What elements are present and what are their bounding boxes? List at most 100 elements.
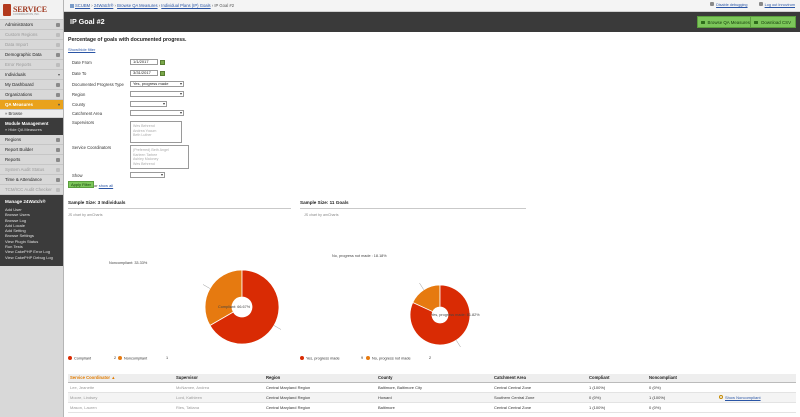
- list-option[interactable]: Wes Behrend: [133, 124, 155, 128]
- hide-qa-measures-link[interactable]: » Hide QA Measures: [5, 127, 42, 132]
- manage-link[interactable]: Add User: [5, 207, 22, 212]
- show-noncompliant-link[interactable]: Show Noncompliant: [717, 392, 796, 403]
- service-coordinators-listbox[interactable]: (Preferred) Beth Angel Karleen Tarbee As…: [130, 145, 189, 169]
- sidebar-subitem-browse[interactable]: » Browse: [0, 110, 63, 118]
- legend-value: 9: [361, 356, 364, 360]
- chart-2-credit[interactable]: JS chart by amCharts: [304, 213, 339, 217]
- clock-icon: [56, 178, 60, 182]
- list-option[interactable]: Ashley Maloney: [133, 157, 159, 162]
- manage-link[interactable]: Browse Users: [5, 212, 30, 218]
- region-label: Region: [72, 92, 86, 97]
- legend-swatch: [366, 356, 370, 360]
- region-select[interactable]: ▾: [130, 91, 184, 97]
- legend-item[interactable]: Compliant: [68, 356, 91, 361]
- chevron-down-icon: ▾: [179, 110, 182, 115]
- legend-value: 2: [429, 356, 432, 360]
- catchment-area-select[interactable]: ▾: [130, 110, 184, 116]
- show-select[interactable]: ▾: [130, 172, 165, 178]
- manage-link[interactable]: Add Locale: [5, 222, 26, 228]
- sidebar-item-individuals[interactable]: Individuals ▾: [0, 70, 63, 80]
- column-header-catchment-area[interactable]: Catchment Area: [492, 374, 587, 383]
- sidebar-item-tcm-icc-audit-checker: TCM/ICC Audit Checker: [0, 185, 63, 195]
- date-from-input[interactable]: 1/1/2017: [130, 59, 158, 65]
- list-option[interactable]: Karleen Tarbee: [133, 152, 158, 157]
- manage-link[interactable]: Browse Log: [5, 217, 27, 223]
- sidebar-item-regions[interactable]: Regions: [0, 135, 63, 145]
- sidebar-item-my-dashboard[interactable]: My Dashboard: [0, 80, 63, 90]
- table-cell: 0 (0%): [647, 382, 717, 393]
- browse-qa-measures-button[interactable]: Browse QA Measures: [696, 16, 755, 28]
- chart-2-slice-yes-progress-made[interactable]: [409, 284, 471, 346]
- column-header-region[interactable]: Region: [264, 374, 376, 383]
- legend-item[interactable]: No, progress not made: [366, 356, 411, 361]
- home-icon[interactable]: [70, 3, 74, 8]
- list-option[interactable]: (Preferred) Beth Angel: [133, 148, 169, 152]
- sidebar-item-label: Regions: [5, 137, 22, 142]
- apply-filter-button[interactable]: Apply Filter: [68, 181, 95, 188]
- manage-link[interactable]: Run Tests: [5, 244, 23, 250]
- toggle-filter-link[interactable]: Show/hide filter: [68, 47, 96, 52]
- sidebar-item-report-builder[interactable]: Report Builder: [0, 145, 63, 155]
- column-header-service-coordinator[interactable]: Service Coordinator ▲: [68, 374, 174, 383]
- module-management-heading: Module Management: [5, 121, 49, 126]
- manage-link[interactable]: View Plugin Status: [5, 238, 39, 244]
- sidebar-item-system-audit-status: System Audit Status: [0, 165, 63, 175]
- column-header-county[interactable]: County: [376, 374, 492, 383]
- table-cell: Moore, Lindsey: [68, 392, 174, 403]
- column-header-compliant[interactable]: Compliant: [587, 374, 647, 383]
- sidebar-item-error-reports: Error Reports: [0, 60, 63, 70]
- column-header-noncompliant[interactable]: Noncompliant: [647, 374, 717, 383]
- calendar-icon[interactable]: [160, 71, 165, 76]
- sidebar-nav: Administrators Custom Regions Data Import D…: [0, 20, 63, 110]
- chart-1-credit[interactable]: JS chart by amCharts: [68, 213, 103, 217]
- table-cell: 1 (100%): [587, 402, 647, 413]
- breadcrumb-item: IP Goal #2: [214, 3, 235, 8]
- sidebar-item-label: QA Measures: [5, 102, 33, 107]
- logout-link[interactable]: Log out Innovirum: [758, 2, 795, 7]
- supervisors-listbox[interactable]: Wes Behrend Andrea Yocum Beth Luther: [130, 121, 182, 143]
- manage-link[interactable]: Add Setting: [5, 228, 26, 234]
- chart-2-title: Sample Size: 11 Goals: [300, 200, 349, 205]
- chevron-down-icon: ▾: [160, 172, 163, 177]
- disable-debugging-link[interactable]: Disable debugging: [710, 2, 748, 7]
- show-all-link[interactable]: show all: [98, 183, 114, 188]
- manage-link[interactable]: View CakePHP Error Log: [5, 249, 50, 255]
- breadcrumb-item[interactable]: Browse QA Measures: [117, 3, 158, 8]
- table-cell: 1 (100%): [647, 392, 717, 403]
- download-csv-button[interactable]: Download CSV: [750, 16, 796, 28]
- sidebar-item-time-attendance[interactable]: Time & Attendance: [0, 175, 63, 185]
- legend-item[interactable]: Yes, progress made: [300, 356, 340, 361]
- list-option[interactable]: Beth Luther: [133, 133, 152, 138]
- sidebar-item-organizations[interactable]: Organizations: [0, 90, 63, 100]
- chart-1-leader-line: [202, 284, 211, 289]
- legend-item[interactable]: Noncompliant: [118, 356, 147, 361]
- sidebar-item-qa-measures[interactable]: QA Measures ▾: [0, 100, 63, 110]
- sidebar-item-administrators[interactable]: Administrators: [0, 20, 63, 30]
- date-to-input[interactable]: 3/31/2017: [130, 70, 158, 76]
- sidebar-item-label: Reports: [5, 157, 21, 162]
- chart-1-label-noncompliant: Noncompliant: 33.33%: [109, 261, 148, 265]
- list-option[interactable]: Wes Behrend: [133, 161, 155, 166]
- breadcrumb: SCUBM › 24Watch® › Browse QA Measures › …: [70, 3, 234, 8]
- documented-progress-select[interactable]: Yes, progress made ▾: [130, 81, 184, 87]
- chart-1-slice-compliant[interactable]: [209, 269, 280, 345]
- calendar-icon[interactable]: [160, 60, 165, 65]
- show-label: Show: [72, 173, 83, 178]
- date-to-label: Date To: [72, 71, 87, 76]
- column-header-supervisor[interactable]: Supervisor: [174, 374, 264, 383]
- breadcrumb-item[interactable]: SCUBM: [75, 3, 91, 8]
- breadcrumb-item[interactable]: 24Watch®: [93, 3, 114, 8]
- sidebar-item-reports[interactable]: Reports: [0, 155, 63, 165]
- check-icon: [56, 188, 60, 192]
- manage-link[interactable]: Browse Settings: [5, 233, 34, 239]
- warning-icon: [56, 63, 60, 67]
- sidebar-item-demographic-data[interactable]: Demographic Data: [0, 50, 63, 60]
- list-icon: [700, 21, 705, 24]
- logo[interactable]: SERVICE COORDINATION, INC.: [0, 0, 63, 20]
- chart-1-slice-noncompliant[interactable]: [204, 269, 243, 327]
- breadcrumb-item[interactable]: Individual Plans (IP) Goals: [161, 3, 211, 8]
- list-option[interactable]: Andrea Yocum: [133, 128, 157, 133]
- pencil-icon: [56, 53, 60, 57]
- county-select[interactable]: ▾: [130, 101, 167, 107]
- manage-link[interactable]: View CakePHP Debug Log: [5, 254, 53, 260]
